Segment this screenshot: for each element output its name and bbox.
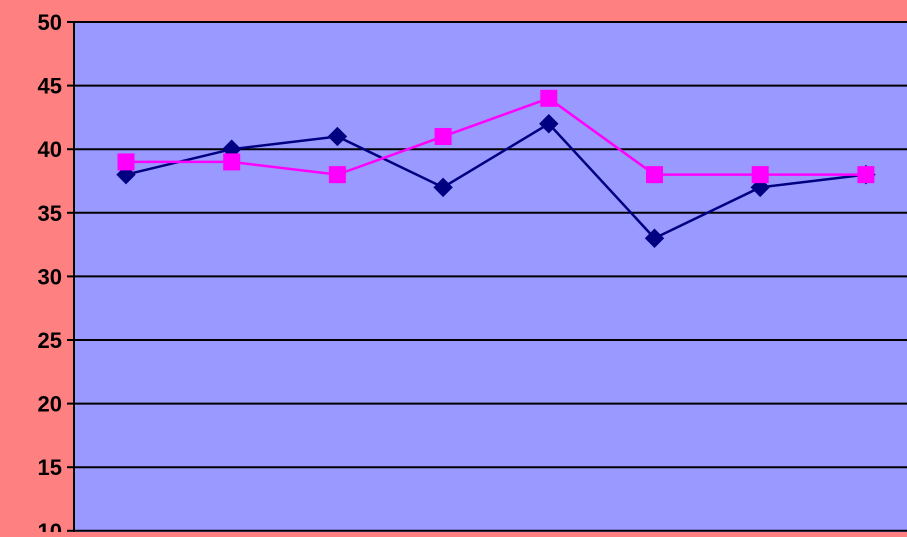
series-line-diamond	[125, 122, 867, 240]
gridlines	[74, 21, 907, 532]
data-point-square	[857, 166, 875, 184]
data-point-diamond	[433, 177, 453, 198]
y-tick-label: 35	[38, 201, 62, 226]
data-point-square	[540, 89, 558, 107]
data-point-square	[434, 127, 452, 145]
series-line-square	[126, 96, 866, 176]
y-axis-ticks: 10 15 20 25 30 35 40 45 50	[38, 10, 74, 537]
y-tick-label: 25	[38, 328, 62, 353]
y-tick-label: 45	[38, 74, 62, 99]
y-tick-label: 20	[38, 392, 62, 417]
y-tick-label: 50	[38, 10, 62, 35]
data-point-square	[646, 166, 663, 184]
data-point-square	[328, 166, 346, 184]
series-layer	[116, 89, 876, 248]
data-point-diamond	[327, 126, 348, 147]
y-tick-label: 10	[38, 519, 62, 532]
data-point-square	[117, 153, 135, 171]
series-square	[117, 89, 875, 184]
data-point-square	[751, 166, 769, 184]
y-tick-label: 15	[38, 455, 62, 480]
data-point-diamond	[539, 114, 559, 134]
data-point-diamond	[644, 228, 665, 248]
y-tick-label: 30	[38, 264, 62, 289]
data-point-square	[223, 153, 241, 171]
y-tick-label: 40	[38, 137, 62, 162]
plot-area	[74, 22, 907, 537]
